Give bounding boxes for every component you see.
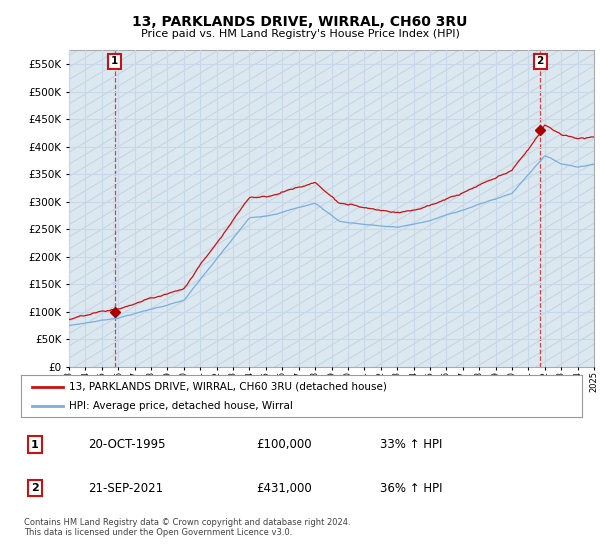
Text: 13, PARKLANDS DRIVE, WIRRAL, CH60 3RU: 13, PARKLANDS DRIVE, WIRRAL, CH60 3RU (133, 15, 467, 29)
Text: £431,000: £431,000 (257, 482, 313, 494)
Text: Contains HM Land Registry data © Crown copyright and database right 2024.
This d: Contains HM Land Registry data © Crown c… (24, 518, 350, 538)
Text: 1: 1 (112, 57, 119, 67)
Text: Price paid vs. HM Land Registry's House Price Index (HPI): Price paid vs. HM Land Registry's House … (140, 29, 460, 39)
Text: 2: 2 (31, 483, 39, 493)
Text: 13, PARKLANDS DRIVE, WIRRAL, CH60 3RU (detached house): 13, PARKLANDS DRIVE, WIRRAL, CH60 3RU (d… (68, 381, 386, 391)
Text: 2: 2 (536, 57, 544, 67)
Text: 20-OCT-1995: 20-OCT-1995 (88, 438, 166, 451)
Text: 33% ↑ HPI: 33% ↑ HPI (380, 438, 442, 451)
Text: 36% ↑ HPI: 36% ↑ HPI (380, 482, 443, 494)
Text: 21-SEP-2021: 21-SEP-2021 (88, 482, 163, 494)
Text: £100,000: £100,000 (257, 438, 312, 451)
Text: HPI: Average price, detached house, Wirral: HPI: Average price, detached house, Wirr… (68, 401, 293, 411)
Text: 1: 1 (31, 440, 39, 450)
